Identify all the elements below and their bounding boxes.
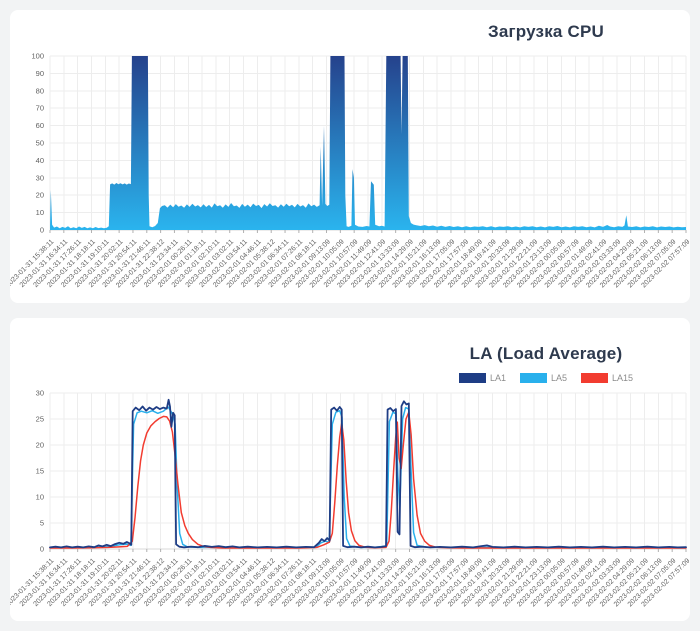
legend-swatch-la1 — [458, 373, 486, 383]
legend-swatch-la5 — [519, 373, 547, 383]
svg-text:10: 10 — [36, 208, 44, 217]
svg-text:90: 90 — [36, 69, 44, 78]
svg-text:20: 20 — [36, 441, 44, 450]
svg-text:70: 70 — [36, 104, 44, 113]
legend-label: LA15 — [612, 373, 634, 383]
svg-text:80: 80 — [36, 86, 44, 95]
svg-text:30: 30 — [36, 389, 44, 398]
la15-line — [49, 411, 687, 549]
svg-text:100: 100 — [31, 52, 44, 61]
la-chart-card: 0 5 10 15 20 25 30 2023-01-31 15:38:11 2023-01-3… — [10, 318, 690, 621]
legend-label: LA1 — [489, 373, 506, 383]
y-axis-labels: 0 10 20 30 40 50 60 70 80 90 100 — [31, 52, 44, 235]
legend-item-la1[interactable]: LA1 — [458, 373, 506, 383]
svg-text:50: 50 — [36, 139, 44, 148]
svg-text:25: 25 — [36, 415, 44, 424]
svg-text:20: 20 — [36, 191, 44, 200]
svg-text:0: 0 — [40, 545, 44, 554]
grid — [49, 392, 687, 549]
legend-swatch-la15 — [581, 373, 608, 383]
svg-text:15: 15 — [36, 467, 44, 476]
cpu-chart-plot[interactable]: 0 10 20 30 40 50 60 70 80 90 100 2023-01-31 15:38:1… — [10, 10, 690, 303]
la-chart-title: LA (Load Average) — [469, 344, 623, 363]
cpu-usage-area — [50, 56, 686, 230]
svg-text:10: 10 — [36, 493, 44, 502]
la-chart-legend: LA1 LA5 LA15 — [396, 373, 690, 383]
x-ticks — [49, 230, 687, 233]
svg-text:40: 40 — [36, 156, 44, 165]
x-ticks — [49, 549, 687, 552]
legend-item-la15[interactable]: LA15 — [581, 373, 633, 383]
svg-text:30: 30 — [36, 173, 44, 182]
svg-text:0: 0 — [40, 226, 44, 235]
legend-label: LA5 — [550, 373, 567, 383]
grid — [49, 55, 687, 230]
cpu-chart-card: 0 10 20 30 40 50 60 70 80 90 100 2023-01-31 15:38:1… — [10, 10, 690, 303]
y-axis-labels: 0 5 10 15 20 25 30 — [36, 389, 44, 554]
legend-item-la5[interactable]: LA5 — [519, 373, 567, 383]
svg-text:5: 5 — [40, 519, 44, 528]
la-chart-plot[interactable]: 0 5 10 15 20 25 30 2023-01-31 15:38:112023-01-3… — [10, 318, 690, 621]
svg-text:60: 60 — [36, 121, 44, 130]
la1-line — [49, 398, 687, 549]
cpu-chart-title: Загрузка CPU — [487, 22, 604, 41]
